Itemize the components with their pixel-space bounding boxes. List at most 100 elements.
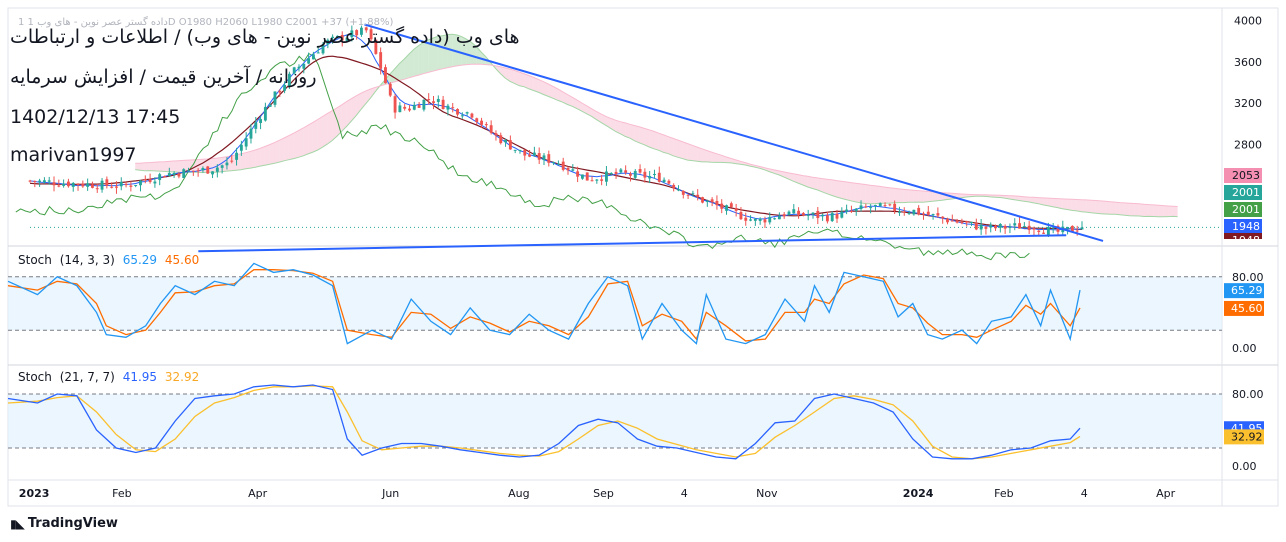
candle-body <box>321 44 325 54</box>
kumo-segment <box>634 125 640 143</box>
candle-body <box>893 203 897 211</box>
candle-body <box>744 217 748 221</box>
kumo-segment <box>500 66 506 79</box>
candle-body <box>725 205 728 211</box>
kumo-segment <box>913 190 919 203</box>
candle-body <box>129 185 133 187</box>
candle-body <box>864 206 868 208</box>
candle-body <box>994 225 997 229</box>
kumo-segment <box>639 126 645 145</box>
kumo-segment <box>1028 197 1034 203</box>
candle-body <box>86 183 90 187</box>
kumo-segment <box>399 59 405 81</box>
candle-body <box>1032 228 1036 230</box>
candle-body <box>869 207 873 209</box>
stoch2-legend[interactable]: Stoch (21, 7, 7) 41.95 32.92 <box>18 370 203 384</box>
kumo-segment <box>509 69 515 84</box>
candle-body <box>331 36 335 38</box>
kumo-segment <box>1143 204 1149 217</box>
candle-body <box>835 213 839 219</box>
kumo-segment <box>831 179 837 198</box>
candle-body <box>715 200 719 206</box>
candle-body <box>710 199 714 203</box>
kumo-segment <box>548 84 554 99</box>
kumo-segment <box>168 161 174 172</box>
kumo-segment <box>505 67 510 82</box>
candle-body <box>576 171 580 177</box>
candle-body <box>936 213 940 216</box>
kumo-segment <box>1163 205 1168 217</box>
kumo-segment <box>178 160 184 173</box>
candle-body <box>292 67 296 74</box>
candle-body <box>1051 227 1055 229</box>
candle-body <box>297 66 301 69</box>
candle-body <box>230 160 234 162</box>
kumo-segment <box>327 110 333 145</box>
candle-body <box>374 39 378 54</box>
kumo-segment <box>356 93 361 116</box>
candle-body <box>854 208 858 211</box>
kumo-segment <box>687 143 693 161</box>
kumo-segment <box>668 136 674 156</box>
time-tick-label: Sep <box>593 487 614 500</box>
candle-body <box>187 170 190 172</box>
kumo-segment <box>625 122 630 139</box>
kumo-segment <box>846 181 851 201</box>
time-tick-label: Feb <box>994 487 1013 500</box>
kumo-segment <box>956 193 962 199</box>
kumo-segment <box>260 146 265 167</box>
stoch1-legend[interactable]: Stoch (14, 3, 3) 65.29 45.60 <box>18 253 203 267</box>
kumo-segment <box>1071 199 1077 211</box>
kumo-segment <box>423 39 429 74</box>
candle-body <box>465 112 469 114</box>
kumo-segment <box>615 120 621 134</box>
candle-body <box>388 83 392 96</box>
candle-body <box>153 181 157 184</box>
candle-body <box>729 203 733 208</box>
candle-body <box>1022 226 1026 228</box>
candle-body <box>441 99 445 110</box>
candle-body <box>643 171 647 178</box>
kumo-segment <box>653 131 659 151</box>
stoch2-d-value: 32.92 <box>164 370 200 384</box>
candle-body <box>1075 230 1079 232</box>
kumo-segment <box>1081 199 1087 213</box>
candle-body <box>206 166 210 174</box>
senkou-span-a <box>135 33 1178 218</box>
price-badge <box>1224 233 1262 239</box>
kumo-segment <box>807 176 813 189</box>
candle-body <box>883 205 887 207</box>
candle-body <box>177 173 181 177</box>
stoch1-tick-0: 0.00 <box>1232 342 1257 355</box>
stoch2-name: Stoch <box>18 370 52 384</box>
stoch-14-pane <box>7 262 1222 345</box>
candle-body <box>460 115 464 117</box>
kumo-segment <box>1110 201 1116 215</box>
candle-body <box>547 154 551 163</box>
price-badge-label: 1948 <box>1232 234 1260 247</box>
price-badge <box>1224 202 1262 217</box>
kumo-segment <box>269 142 275 165</box>
kumo-segment <box>716 153 722 163</box>
candle-body <box>537 153 541 160</box>
price-tick-label: 2800 <box>1234 139 1262 152</box>
candle-body <box>681 190 685 195</box>
candle-body <box>667 180 671 184</box>
kumo-segment <box>932 191 938 202</box>
trendline-0 <box>364 23 1104 242</box>
kumo-segment <box>879 186 885 204</box>
kumo-segment <box>841 181 847 200</box>
candle-body <box>580 174 584 179</box>
candle-body <box>720 203 724 209</box>
kumo-segment <box>255 148 261 168</box>
tradingview-logo[interactable]: ▮◣ TradingView <box>10 516 118 531</box>
kumo-segment <box>519 72 525 87</box>
candle-body <box>590 180 594 182</box>
candle-body <box>427 99 431 101</box>
candle-body <box>777 216 781 220</box>
candle-body <box>158 174 162 181</box>
candle-body <box>499 135 503 144</box>
kumo-segment <box>706 150 712 163</box>
candle-body <box>758 218 762 221</box>
